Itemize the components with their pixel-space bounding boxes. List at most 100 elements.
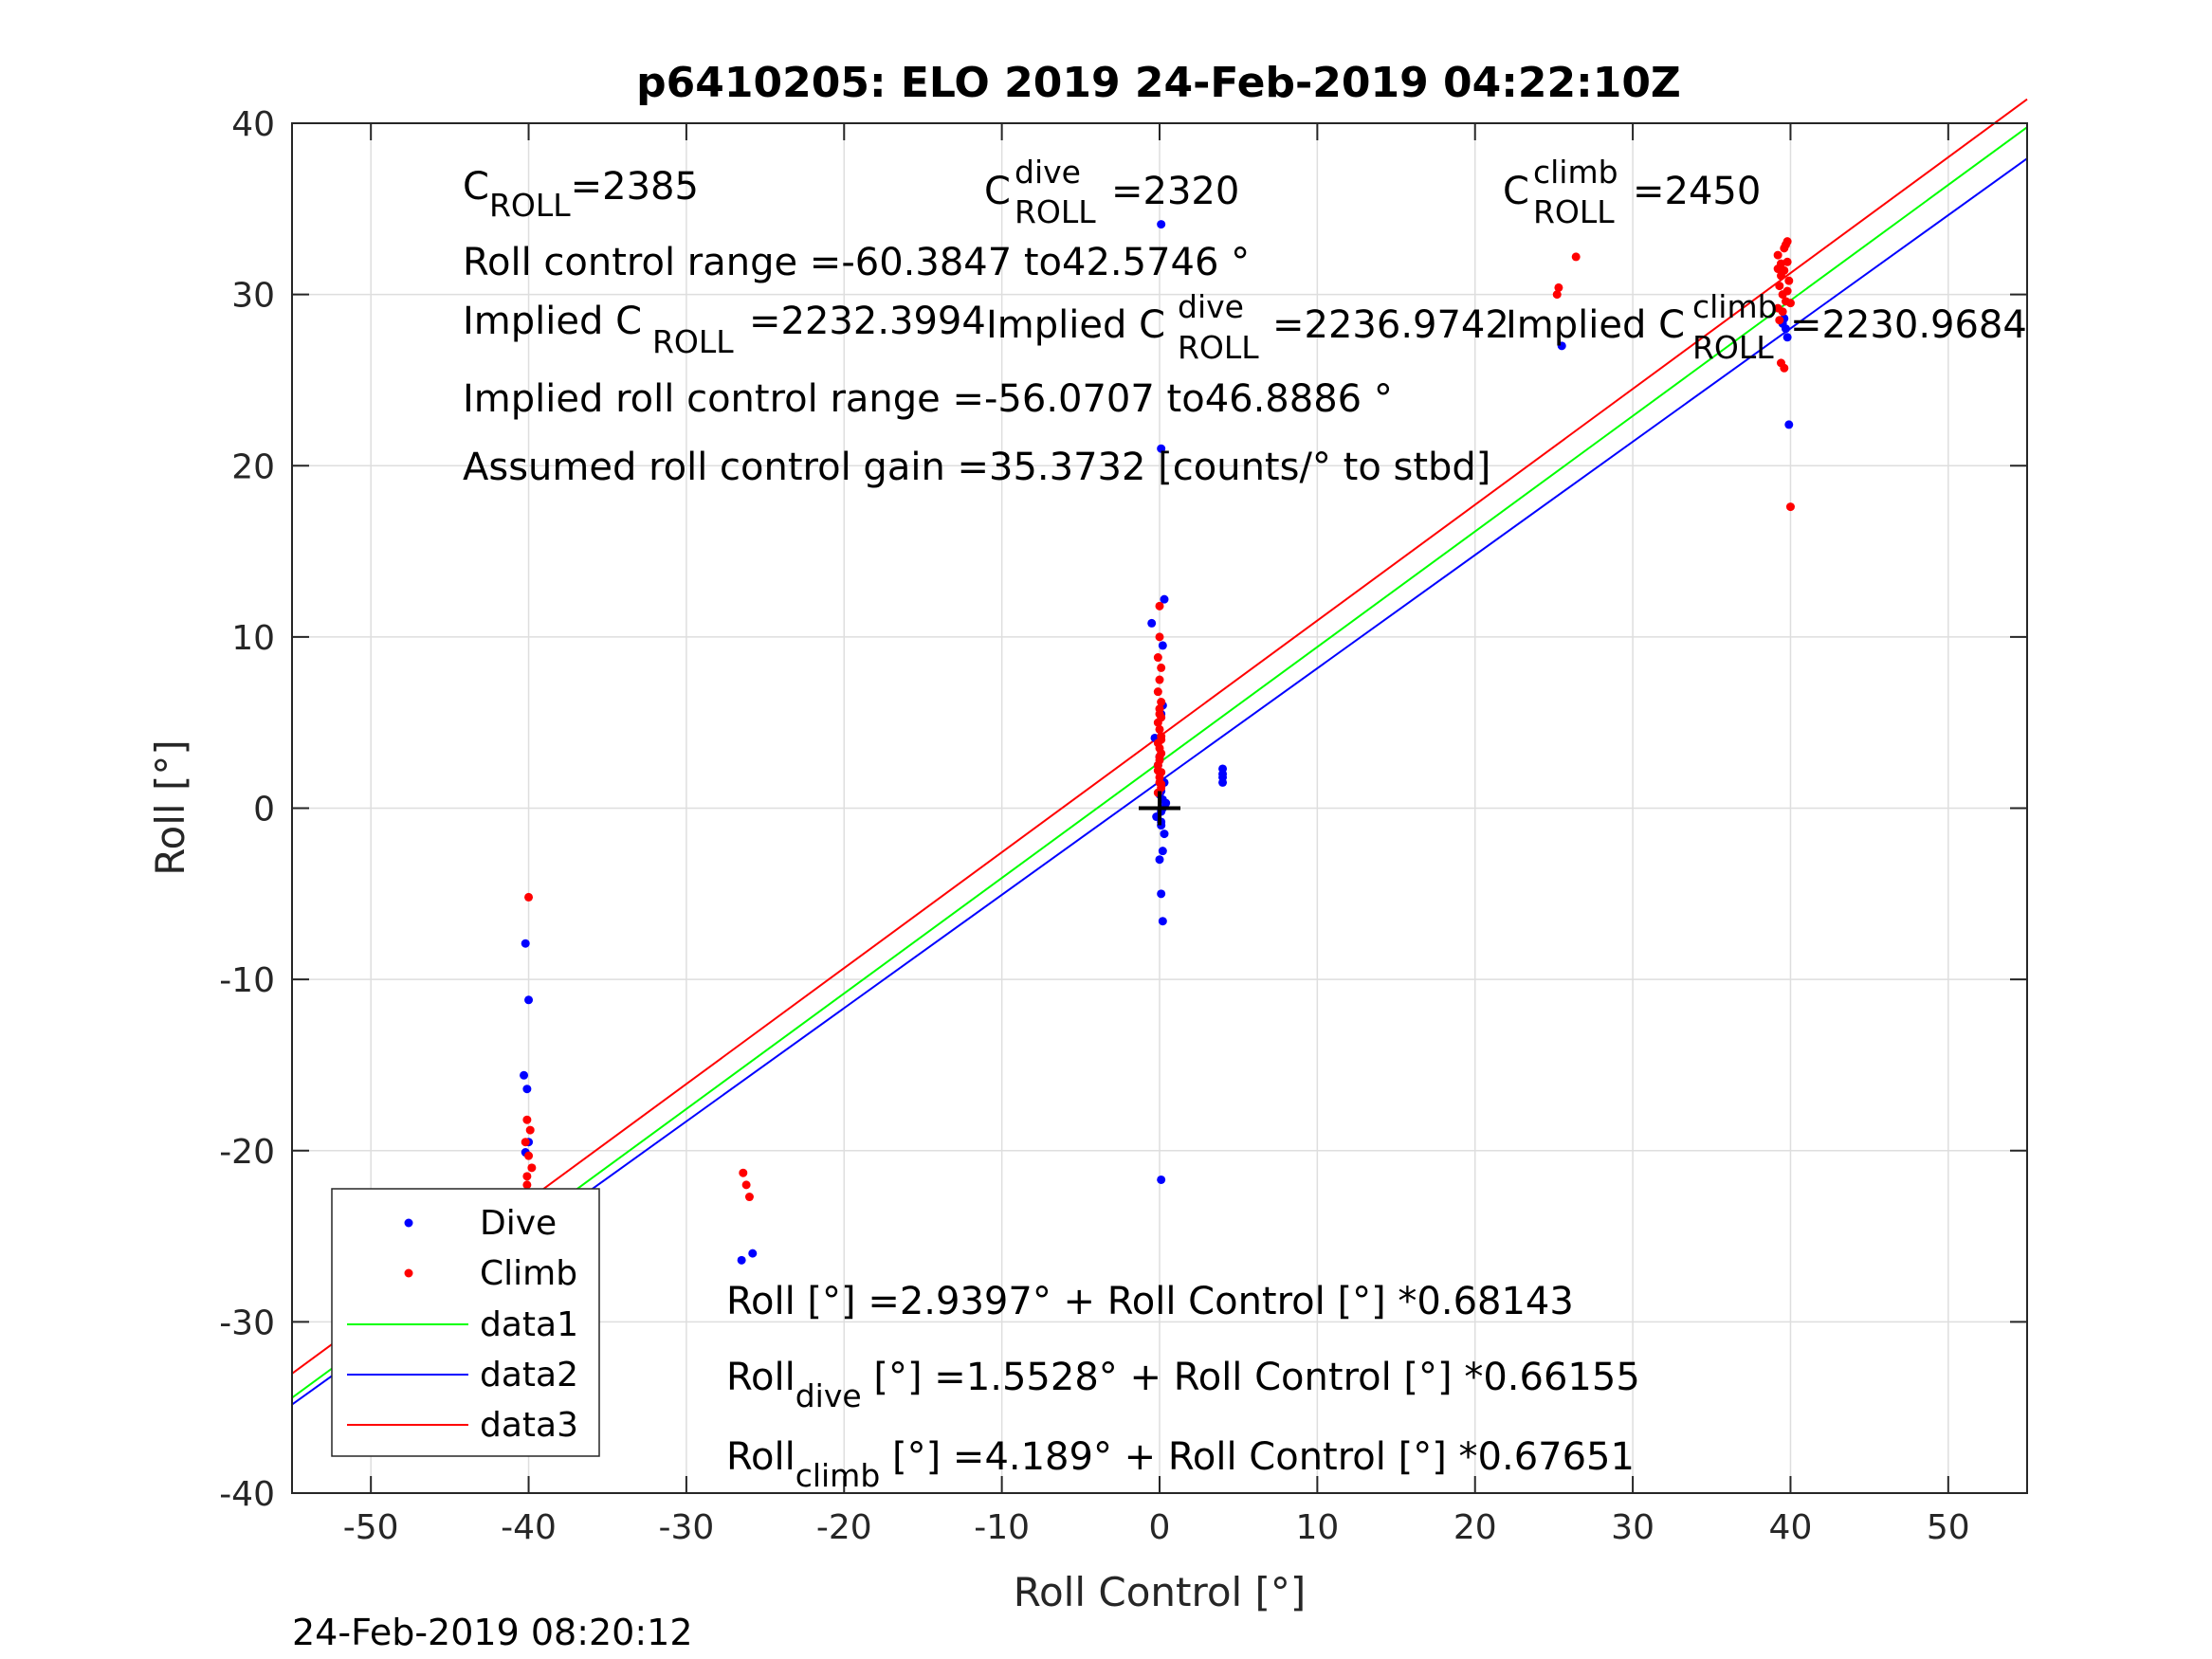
- climb-point: [1157, 698, 1166, 707]
- c-roll-climb-sub: ROLL: [1533, 193, 1615, 230]
- climb-point: [739, 1168, 748, 1177]
- y-tick-label: -40: [219, 1475, 275, 1514]
- x-tick-label: -10: [974, 1508, 1030, 1547]
- dive-point: [1147, 618, 1157, 628]
- c-roll-climb-base: C: [1503, 170, 1529, 213]
- implied-c-climb-prefix: Implied C: [1506, 303, 1685, 347]
- climb-point: [522, 1172, 532, 1181]
- dive-point: [1218, 764, 1228, 774]
- implied-roll-control-range: Implied roll control range =-56.0707 to4…: [463, 377, 1393, 421]
- fit-dive-rest: [°] =1.5528° + Roll Control [°] *0.66155: [862, 1356, 1640, 1399]
- dive-point: [1158, 917, 1167, 926]
- y-tick-label: 40: [231, 105, 275, 144]
- climb-point: [1775, 316, 1784, 325]
- climb-point: [1785, 502, 1795, 512]
- dive-point: [1158, 847, 1167, 856]
- dive-point: [1218, 773, 1228, 782]
- climb-point: [1784, 276, 1794, 285]
- implied-c-dive-value: =2236.9742: [1272, 303, 1509, 347]
- x-tick-label: 10: [1295, 1508, 1339, 1547]
- implied-c-dive-annotation: Implied C: [986, 303, 1165, 347]
- dive-point: [1781, 324, 1790, 334]
- climb-point: [521, 1138, 530, 1147]
- dive-point: [1160, 830, 1169, 839]
- dive-point: [521, 939, 530, 948]
- c-roll-dive-sup: dive: [1015, 154, 1081, 191]
- climb-point: [1157, 663, 1166, 672]
- fit-dive-base: Roll: [726, 1356, 795, 1399]
- climb-point: [1153, 718, 1162, 727]
- x-tick-label: 50: [1927, 1508, 1970, 1547]
- x-axis-label: Roll Control [°]: [1014, 1569, 1307, 1615]
- c-roll-dive-annotation: C: [984, 170, 1011, 213]
- climb-point: [741, 1180, 751, 1190]
- climb-point: [1773, 264, 1782, 274]
- origin-crosshair: [1139, 791, 1180, 826]
- fit-equation-all: Roll [°] =2.9397° + Roll Control [°] *0.…: [726, 1280, 1574, 1323]
- climb-point: [524, 892, 534, 902]
- dive-point: [1160, 594, 1169, 604]
- chart-title: p6410205: ELO 2019 24-Feb-2019 04:22:10Z: [636, 59, 1681, 107]
- climb-point: [522, 1180, 532, 1190]
- legend-data3-label: data3: [480, 1406, 578, 1445]
- fit-climb-rest: [°] =4.189° + Roll Control [°] *0.67651: [880, 1435, 1635, 1479]
- timestamp: 24-Feb-2019 08:20:12: [292, 1612, 693, 1653]
- implied-c-climb-annotation: Implied C: [1506, 303, 1685, 347]
- climb-point: [1157, 779, 1166, 789]
- climb-point: [525, 1125, 535, 1135]
- climb-point: [1571, 252, 1581, 262]
- y-tick-label: -30: [219, 1304, 275, 1342]
- fit-dive-sub: dive: [795, 1377, 862, 1414]
- y-tick-label: 30: [231, 277, 275, 316]
- fit-equation-climb: Rollclimb [°] =4.189° + Roll Control [°]…: [726, 1435, 1635, 1494]
- x-tick-label: -50: [343, 1508, 399, 1547]
- climb-point: [1155, 632, 1164, 642]
- dive-point: [1157, 1175, 1166, 1184]
- y-tick-label: 10: [231, 619, 275, 658]
- y-tick-label: -20: [219, 1133, 275, 1172]
- x-tick-label: -40: [501, 1508, 557, 1547]
- c-roll-annotation: CROLL=2385: [463, 165, 699, 224]
- climb-point: [1780, 363, 1789, 373]
- c-roll-value: =2385: [571, 165, 699, 209]
- implied-c-climb-value: =2230.9684: [1790, 303, 2027, 347]
- climb-point: [1155, 601, 1164, 611]
- climb-point: [527, 1163, 537, 1173]
- implied-c-climb-sup: climb: [1692, 288, 1778, 325]
- c-roll-dive-base: C: [984, 170, 1011, 213]
- legend-data2-label: data2: [480, 1356, 578, 1395]
- x-tick-label: 20: [1453, 1508, 1497, 1547]
- climb-point: [1778, 307, 1787, 317]
- climb-point: [1785, 299, 1795, 308]
- implied-c-dive-sub: ROLL: [1178, 329, 1259, 366]
- c-roll-climb-annotation: C: [1503, 170, 1529, 213]
- c-roll-sub: ROLL: [489, 187, 571, 224]
- dive-point: [1155, 855, 1164, 865]
- dive-point: [522, 1085, 532, 1094]
- legend-box: [331, 1188, 600, 1457]
- y-axis-label: Roll [°]: [147, 739, 193, 875]
- climb-point: [1775, 282, 1784, 291]
- implied-c-dive-sup: dive: [1178, 288, 1244, 325]
- climb-point: [1552, 290, 1562, 300]
- dive-point: [1158, 641, 1167, 650]
- implied-c-sub: ROLL: [652, 323, 734, 360]
- axis-ticks: -50 -40 -30 -20 -10 0 10 20 30 40 50 -40 -30 -20 -10 0 1…: [219, 105, 2027, 1547]
- climb-point: [1782, 286, 1792, 296]
- legend-climb-marker: [404, 1268, 413, 1278]
- climb-point: [1554, 283, 1563, 292]
- dive-point: [1557, 341, 1566, 351]
- implied-c-dive-prefix: Implied C: [986, 303, 1165, 347]
- x-tick-label: 0: [1149, 1508, 1171, 1547]
- climb-point: [1782, 257, 1792, 266]
- y-tick-label: 20: [231, 447, 275, 486]
- climb-point: [1155, 724, 1164, 734]
- climb-point: [1153, 653, 1162, 663]
- c-roll-dive-sub: ROLL: [1015, 193, 1096, 230]
- fit-climb-base: Roll: [726, 1435, 795, 1479]
- climb-point: [522, 1115, 532, 1124]
- climb-point: [1155, 752, 1164, 761]
- x-tick-label: -30: [659, 1508, 715, 1547]
- climb-point: [1155, 675, 1164, 684]
